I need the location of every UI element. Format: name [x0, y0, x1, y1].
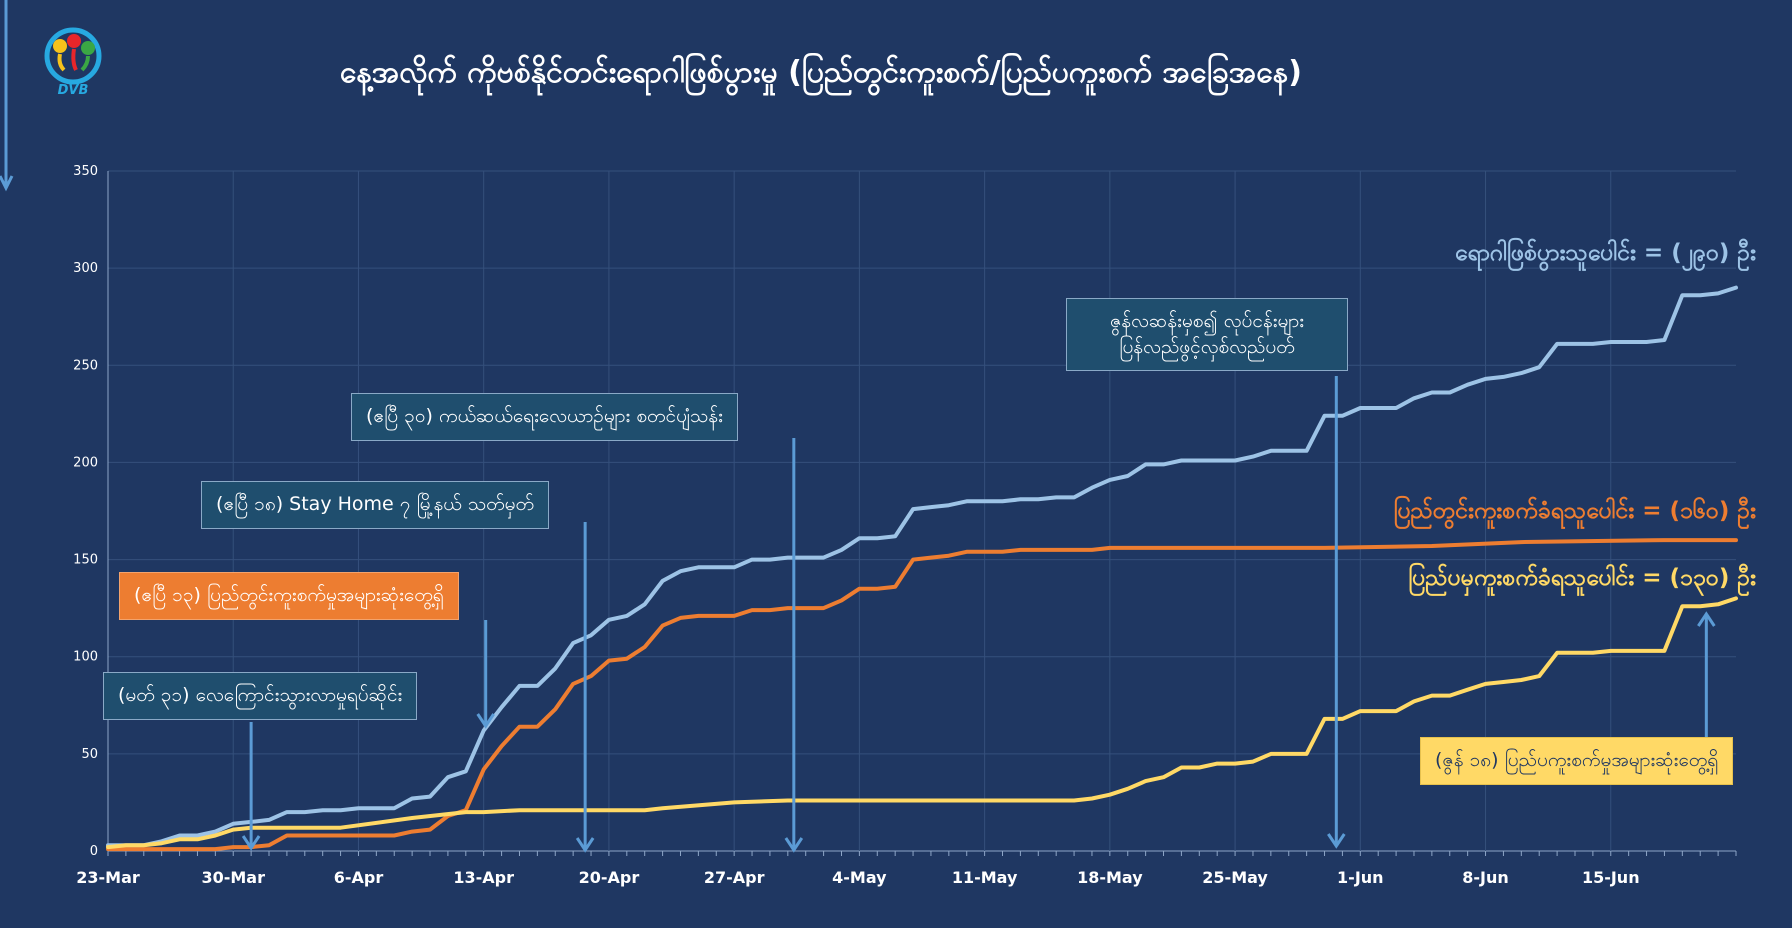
callout-text: (ဇွန် ၁၈) ပြည်ပကူးစက်မှုအများဆုံးတွေ့ရှိ: [1435, 749, 1719, 771]
callout-text-line1: ဇွန်လဆန်းမှစ၍ လုပ်ငန်းများ: [1109, 310, 1305, 332]
y-tick-label: 300: [73, 261, 98, 276]
callout-text: (ဧပြီ ၁၈) Stay Home ၇ မြို့နယ် သတ်မှတ်: [216, 493, 534, 515]
annotation-arrowhead: [575, 837, 595, 853]
chart-title: နေ့အလိုက် ကိုဗစ်နိုင်တင်းရောဂါဖြစ်ပွားမှ…: [340, 55, 1302, 90]
y-tick-label: 350: [73, 164, 98, 179]
callout-stay-home: (ဧပြီ ၁၈) Stay Home ၇ မြို့နယ် သတ်မှတ်: [201, 481, 549, 529]
dvb-logo: DVB: [38, 26, 108, 102]
x-tick-label: 23-Mar: [76, 868, 140, 887]
axis-layer: 0 50 100 150 200 250 300 350 23-Mar 30-Mar 6-Apr 13…: [73, 164, 1737, 887]
label-total: ရောဂါဖြစ်ပွားသူပေါင်း = (၂၉၀) ဦး: [1454, 240, 1756, 266]
x-tick-label: 27-Apr: [704, 868, 765, 887]
callout-imported-peak: (ဇွန် ၁၈) ပြည်ပကူးစက်မှုအများဆုံးတွေ့ရှိ: [1420, 737, 1734, 785]
logo-text: DVB: [58, 83, 89, 98]
x-tick-label: 1-Jun: [1337, 868, 1384, 887]
callout-june-reopen: ဇွန်လဆန်းမှစ၍ လုပ်ငန်းများ ပြန်လည်ဖွင့်လ…: [1066, 298, 1348, 372]
callout-text-line2: ပြန်လည်ဖွင့်လှစ်လည်ပတ်: [1119, 335, 1295, 358]
x-tick-label: 25-May: [1202, 868, 1268, 887]
annotation-arrowhead: [1327, 833, 1346, 849]
y-tick-label: 0: [90, 844, 98, 859]
callout-text: (မတ် ၃၁) လေကြောင်းသွားလာမှုရပ်ဆိုင်း: [118, 684, 403, 706]
annotation-arrowhead: [1697, 611, 1716, 627]
x-tick-label: 8-Jun: [1462, 868, 1509, 887]
label-local: ပြည်တွင်းကူးစက်ခံရသူပေါင်း = (၁၆၀) ဦး: [1393, 498, 1756, 524]
y-tick-label: 200: [73, 455, 98, 470]
x-tick-label: 15-Jun: [1582, 868, 1640, 887]
y-tick-label: 150: [73, 553, 98, 568]
y-tick-label: 100: [73, 650, 98, 665]
callout-text: (ဧပြီ ၃၀) ကယ်ဆယ်ရေးလေယာဥ်များ စတင်ပျံသန်…: [366, 405, 723, 427]
x-tick-label: 11-May: [952, 868, 1018, 887]
annotation-arrowhead: [241, 835, 261, 851]
series-line-total: [106, 285, 1738, 848]
x-tick-label: 6-Apr: [334, 868, 384, 887]
x-tick-label: 30-Mar: [201, 868, 265, 887]
series-line-local: [106, 538, 1738, 852]
y-tick-label: 250: [73, 358, 98, 373]
y-tick-label: 50: [81, 747, 98, 762]
x-tick-label: 13-Apr: [453, 868, 514, 887]
x-tick-label: 20-Apr: [579, 868, 640, 887]
callout-text: (ဧပြီ ၁၃) ပြည်တွင်းကူးစက်မှုအများဆုံးတွေ…: [134, 584, 444, 606]
callout-flights-suspended: (မတ် ၃၁) လေကြောင်းသွားလာမှုရပ်ဆိုင်း: [103, 672, 418, 720]
grid-layer: [107, 170, 1736, 852]
label-imported: ပြည်ပမှကူးစက်ခံရသူပေါင်း = (၁၃၀) ဦး: [1408, 565, 1756, 591]
series-line-imported: [106, 596, 1738, 850]
edge-arrowhead: [0, 175, 14, 192]
callout-relief-flights: (ဧပြီ ၃၀) ကယ်ဆယ်ရေးလေယာဥ်များ စတင်ပျံသန်…: [351, 393, 738, 441]
x-tick-label: 18-May: [1077, 868, 1143, 887]
series-layer: [106, 285, 1738, 852]
arrow-layer: [0, 0, 1716, 853]
callout-local-peak: (ဧပြီ ၁၃) ပြည်တွင်းကူးစက်မှုအများဆုံးတွေ…: [119, 572, 459, 620]
annotation-arrowhead: [784, 837, 804, 853]
x-tick-label: 4-May: [832, 868, 887, 887]
annotation-arrowhead: [476, 713, 495, 729]
